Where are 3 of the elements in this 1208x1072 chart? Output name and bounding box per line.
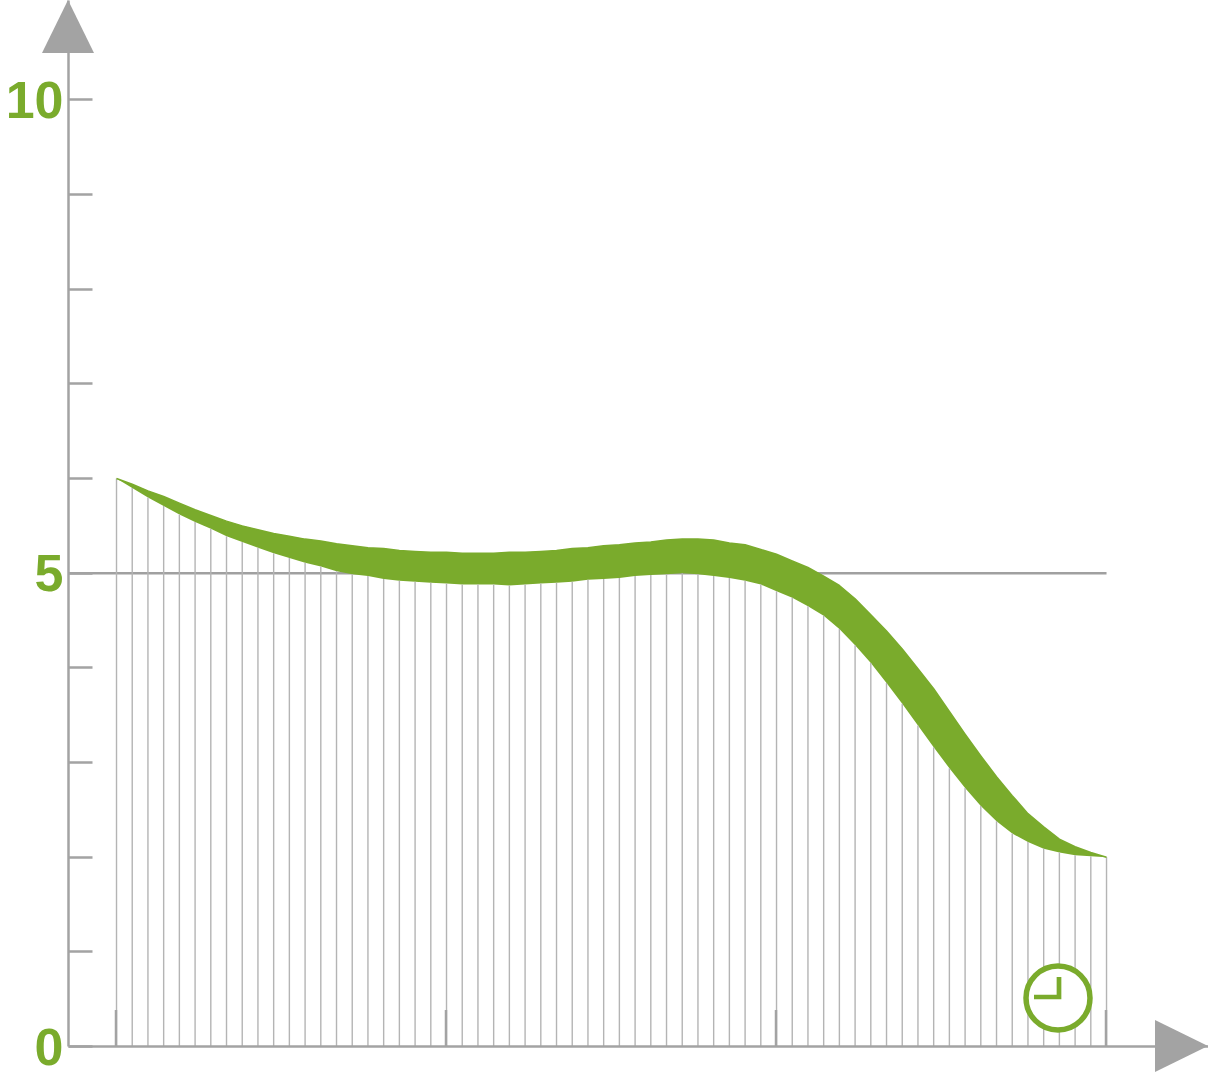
y-tick-label: 5 <box>34 544 64 603</box>
y-tick-label: 10 <box>5 70 64 129</box>
y-tick-label: 0 <box>34 1017 64 1072</box>
